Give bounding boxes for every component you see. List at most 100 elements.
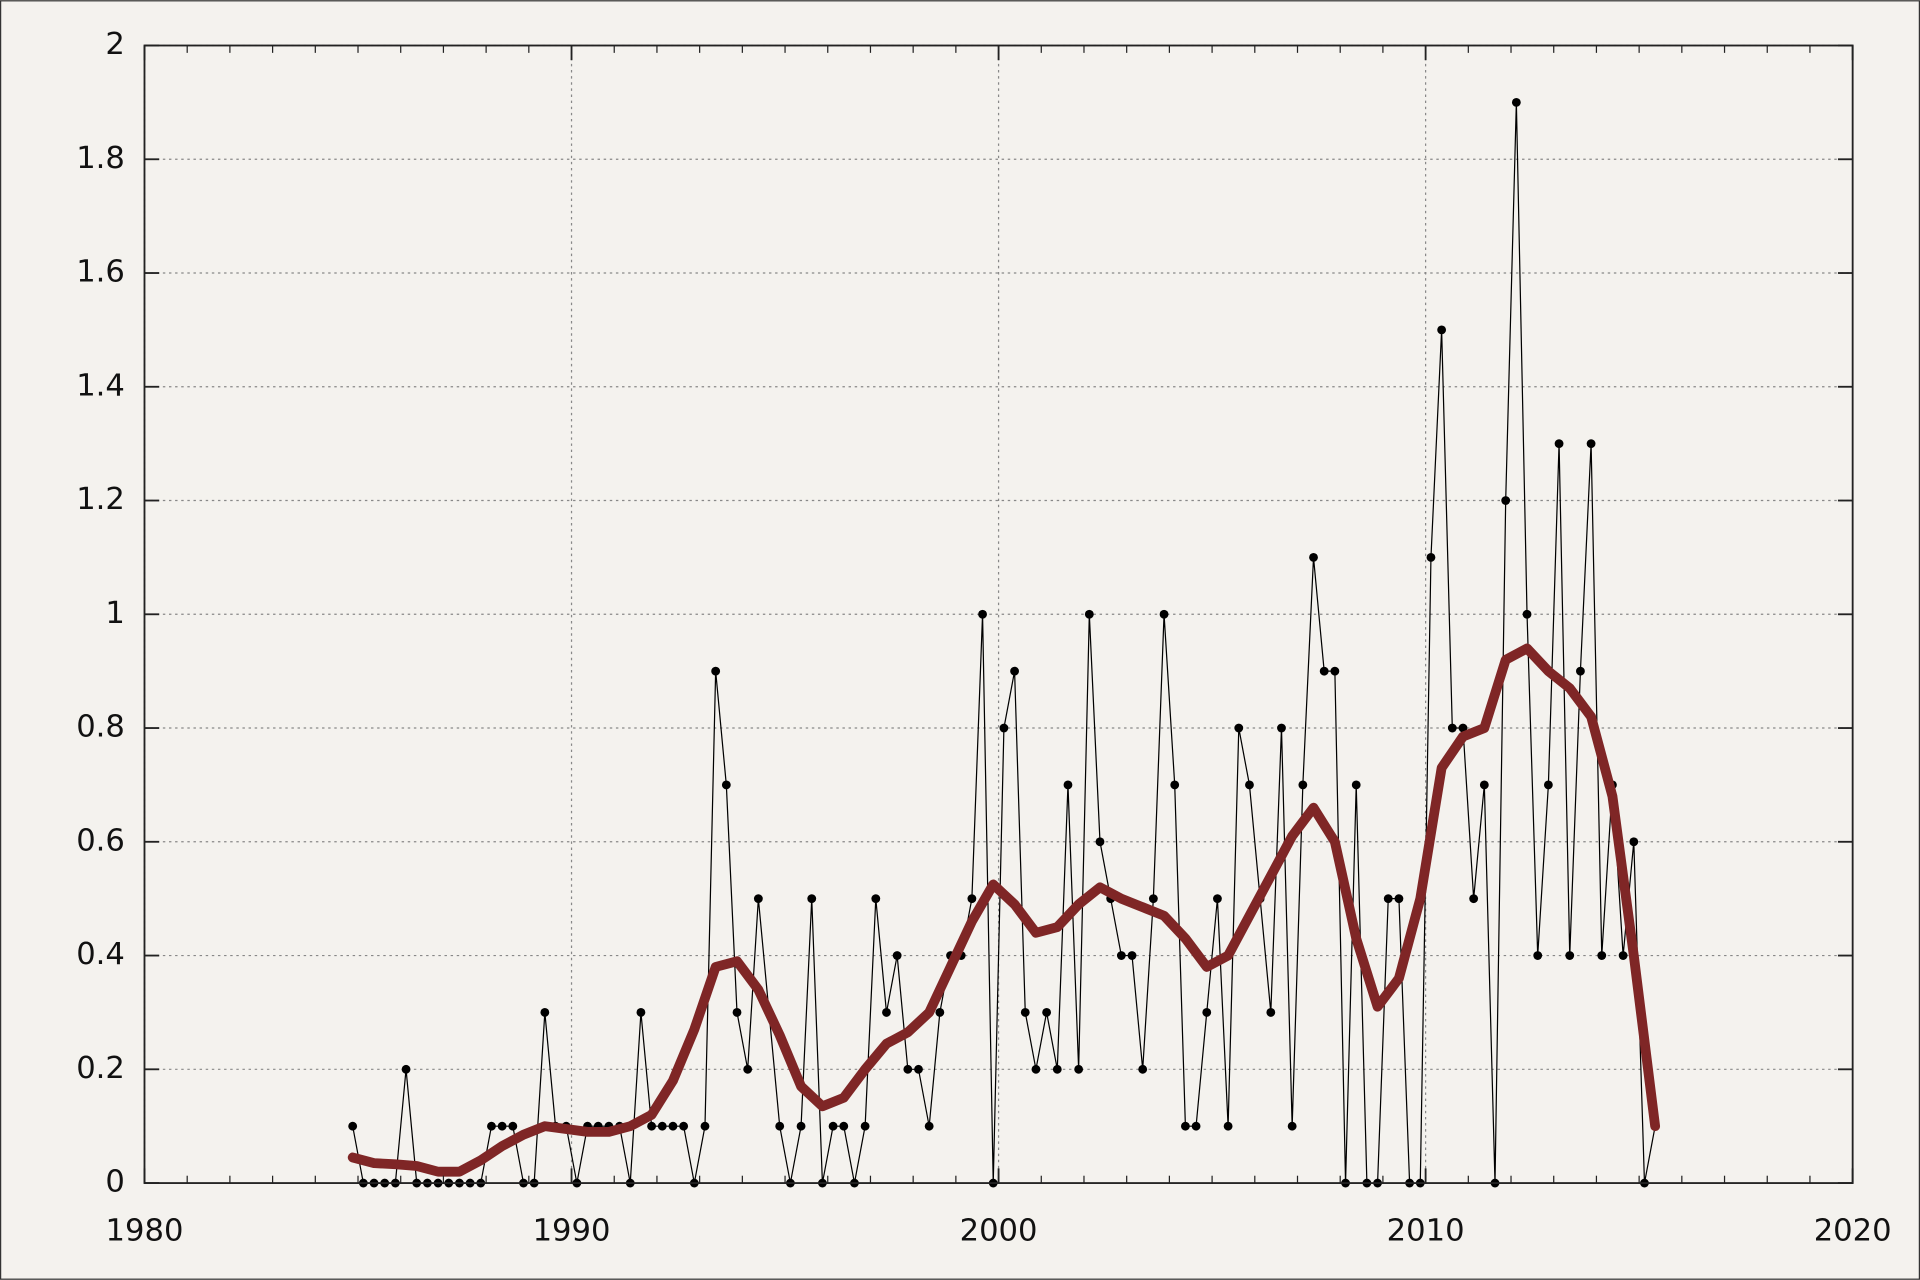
data-point — [1084, 609, 1094, 619]
data-point — [1031, 1064, 1041, 1074]
data-point — [1266, 1008, 1276, 1017]
data-point — [1319, 666, 1329, 676]
data-point — [753, 894, 763, 904]
data-point — [1447, 723, 1457, 733]
y-tick-label: 1.4 — [76, 368, 125, 403]
data-point — [882, 1008, 891, 1017]
data-point — [1426, 553, 1436, 562]
y-tick-label: 1.6 — [76, 255, 125, 290]
data-point — [1554, 439, 1564, 449]
data-point — [1234, 723, 1244, 733]
y-tick-label: 1 — [105, 596, 124, 631]
data-point — [1287, 1121, 1297, 1131]
data-point — [1010, 666, 1019, 676]
y-tick-label: 1.2 — [76, 482, 125, 517]
data-point — [1383, 894, 1393, 904]
data-point — [1116, 951, 1126, 960]
data-point — [1020, 1008, 1030, 1017]
data-point — [711, 666, 721, 676]
data-point — [1095, 837, 1105, 847]
data-point — [828, 1121, 838, 1131]
data-point — [1309, 553, 1318, 562]
data-point — [1330, 666, 1340, 676]
data-point — [1618, 951, 1628, 960]
data-point — [935, 1008, 945, 1017]
ticks: 0 0.2 0.4 0.6 0.8 1 1.2 1.4 1.6 1.8 2 1980 1990 2000 2… — [76, 27, 1891, 1249]
data-point — [679, 1121, 689, 1131]
y-tick-label: 0 — [105, 1165, 124, 1200]
data-point — [743, 1064, 753, 1074]
data-point — [1511, 97, 1521, 107]
data-point — [348, 1121, 358, 1131]
data-point — [1597, 951, 1607, 960]
data-point — [1138, 1064, 1148, 1074]
data-point — [1437, 325, 1447, 335]
data-point — [1469, 894, 1479, 904]
data-point — [967, 894, 977, 904]
y-tick-label: 0.2 — [76, 1051, 125, 1086]
x-tick-label: 1990 — [533, 1214, 611, 1249]
data-point — [1351, 780, 1361, 790]
data-point — [1277, 723, 1286, 733]
data-point — [487, 1121, 496, 1131]
data-point — [508, 1121, 518, 1131]
data-point — [1394, 894, 1404, 904]
x-tick-label: 2010 — [1387, 1214, 1465, 1249]
x-tick-label: 2020 — [1814, 1214, 1892, 1249]
plot-area — [347, 97, 1661, 1188]
data-point — [700, 1121, 710, 1131]
data-point — [892, 951, 902, 960]
y-tick-label: 0.4 — [76, 937, 125, 972]
data-point — [401, 1064, 411, 1074]
data-point — [903, 1064, 913, 1074]
y-tick-label: 2 — [105, 27, 124, 62]
data-point — [1533, 951, 1543, 960]
data-point — [1127, 951, 1137, 960]
data-point — [1543, 780, 1553, 790]
data-point — [914, 1064, 923, 1074]
data-point — [860, 1121, 870, 1131]
data-point — [1074, 1064, 1084, 1074]
data-point — [668, 1121, 678, 1131]
x-tick-label: 2000 — [960, 1214, 1038, 1249]
data-point — [999, 723, 1009, 733]
data-point — [1522, 609, 1532, 619]
data-point — [636, 1008, 646, 1017]
data-point — [1576, 666, 1585, 676]
data-point — [839, 1121, 849, 1131]
data-point — [1063, 780, 1073, 790]
data-point — [1458, 723, 1468, 733]
data-point — [1052, 1064, 1062, 1074]
data-point — [871, 894, 881, 904]
data-point — [1629, 837, 1639, 847]
series-line — [347, 643, 1661, 1177]
data-point — [1159, 609, 1169, 619]
y-tick-label: 0.6 — [76, 823, 125, 858]
data-point — [807, 894, 817, 904]
y-tick-label: 0.8 — [76, 710, 125, 745]
data-point — [1479, 780, 1489, 790]
data-point — [775, 1121, 785, 1131]
y-tick-label: 1.8 — [76, 141, 125, 176]
data-point — [1298, 780, 1308, 790]
data-point — [657, 1121, 667, 1131]
data-point — [1213, 894, 1222, 904]
data-point — [497, 1121, 507, 1131]
data-point — [1170, 780, 1180, 790]
data-point — [978, 609, 987, 619]
x-tick-label: 1980 — [106, 1214, 184, 1249]
data-point — [1148, 894, 1158, 904]
data-point — [1565, 951, 1575, 960]
data-point — [721, 780, 731, 790]
data-point — [1245, 780, 1254, 790]
data-point — [1586, 439, 1596, 449]
data-point — [1191, 1121, 1201, 1131]
data-point — [924, 1121, 934, 1131]
data-point — [1180, 1121, 1190, 1131]
data-point — [1202, 1008, 1212, 1017]
data-point — [647, 1121, 657, 1131]
data-point — [540, 1008, 550, 1017]
